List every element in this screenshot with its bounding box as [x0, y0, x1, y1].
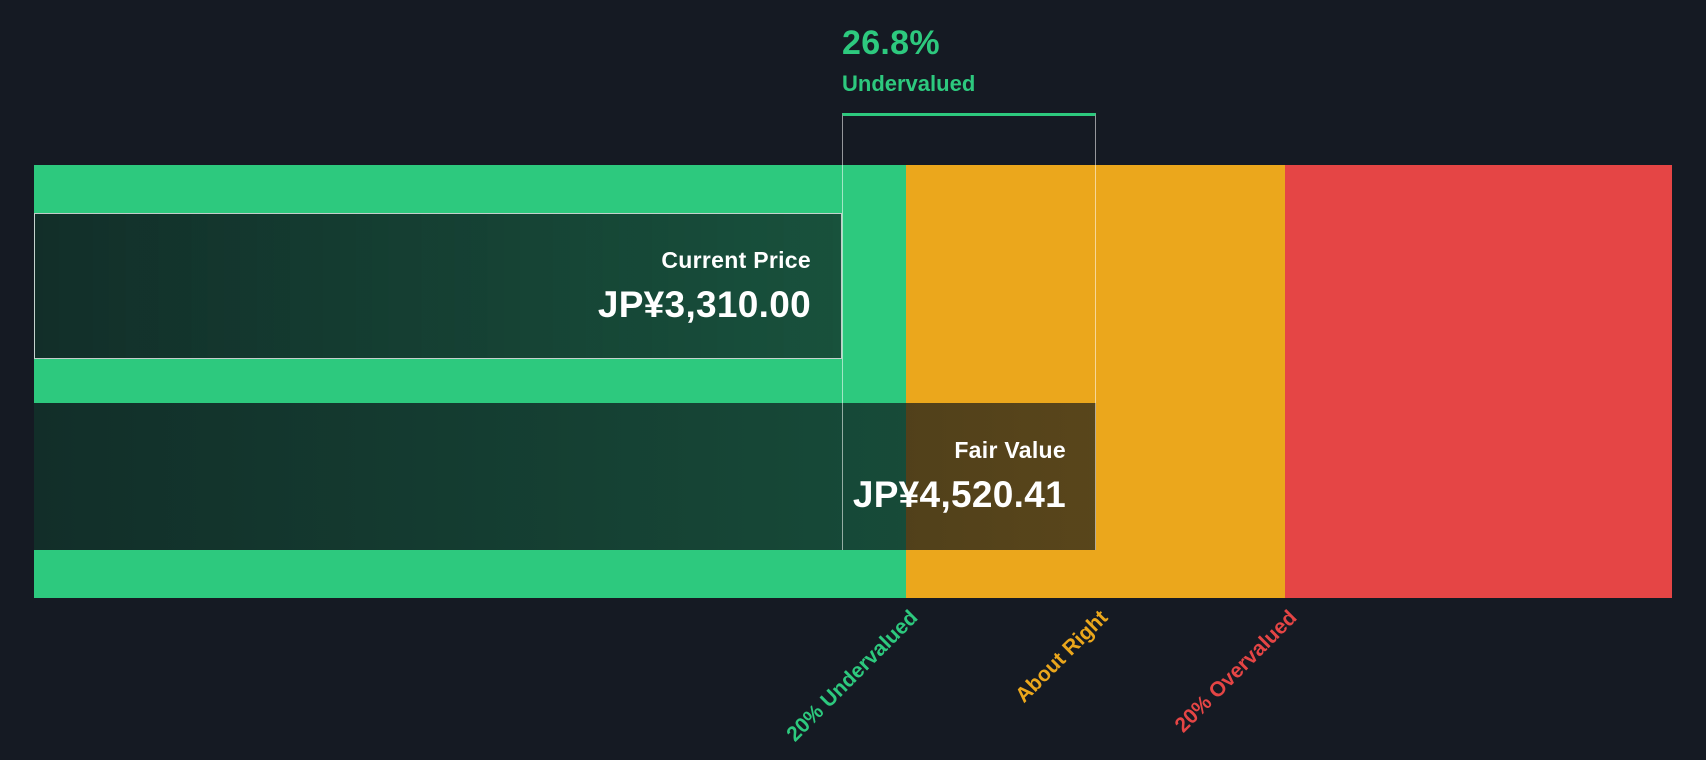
discount-status: Undervalued: [842, 71, 976, 96]
fair-value-bar: Fair Value JP¥4,520.41: [34, 403, 1096, 550]
discount-percent: 26.8%: [842, 24, 940, 62]
discount-callout: 26.8% Undervalued: [842, 24, 975, 97]
axis-label-about-right: About Right: [1011, 606, 1113, 708]
fair-value-value: JP¥4,520.41: [852, 474, 1066, 515]
axis-label-20-overvalued: 20% Overvalued: [1170, 606, 1302, 738]
current-price-value: JP¥3,310.00: [597, 283, 811, 325]
fair-value-label: Fair Value: [954, 437, 1066, 463]
current-price-bar: Current Price JP¥3,310.00: [34, 213, 842, 359]
discount-range-box: [842, 113, 1096, 550]
axis-label-20-undervalued: 20% Undervalued: [782, 606, 923, 747]
zone-20-overvalued: [1285, 165, 1672, 598]
current-price-label: Current Price: [661, 246, 811, 273]
